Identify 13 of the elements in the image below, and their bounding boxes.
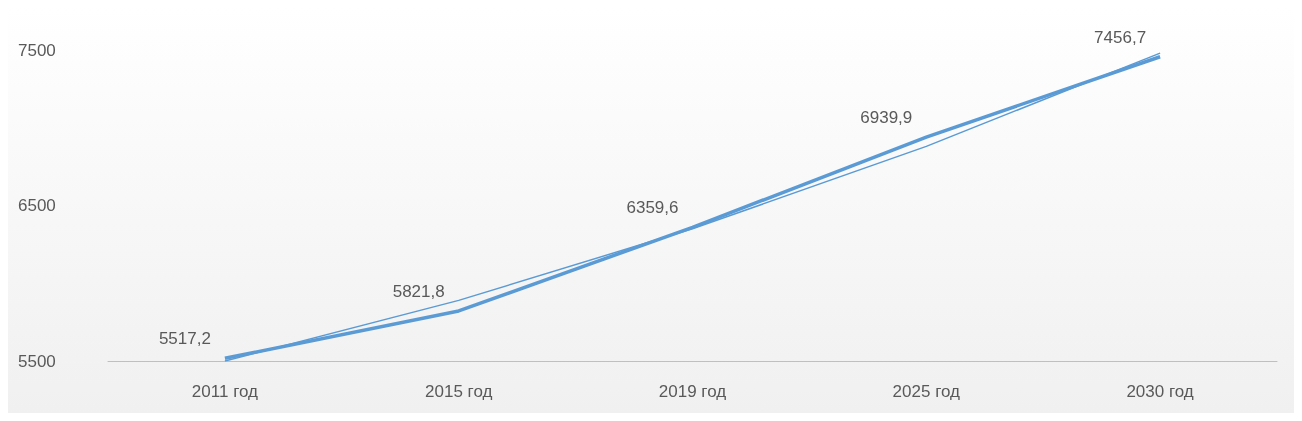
x-tick-label: 2015 год bbox=[425, 382, 493, 401]
x-tick-label: 2030 год bbox=[1126, 382, 1194, 401]
data-label: 6359,6 bbox=[626, 198, 679, 218]
data-label: 7456,7 bbox=[1094, 27, 1147, 47]
y-tick-label: 5500 bbox=[18, 351, 56, 371]
data-label: 5517,2 bbox=[158, 329, 211, 349]
data-label: 6939,9 bbox=[860, 108, 913, 128]
y-tick-label: 7500 bbox=[18, 40, 56, 60]
x-tick-label: 2019 год bbox=[658, 382, 727, 401]
x-tick-label: 2025 год bbox=[892, 382, 961, 401]
x-tick-label: 2011 год bbox=[191, 382, 259, 401]
y-tick-label: 6500 bbox=[18, 196, 56, 215]
data-label: 5821,8 bbox=[392, 281, 445, 301]
